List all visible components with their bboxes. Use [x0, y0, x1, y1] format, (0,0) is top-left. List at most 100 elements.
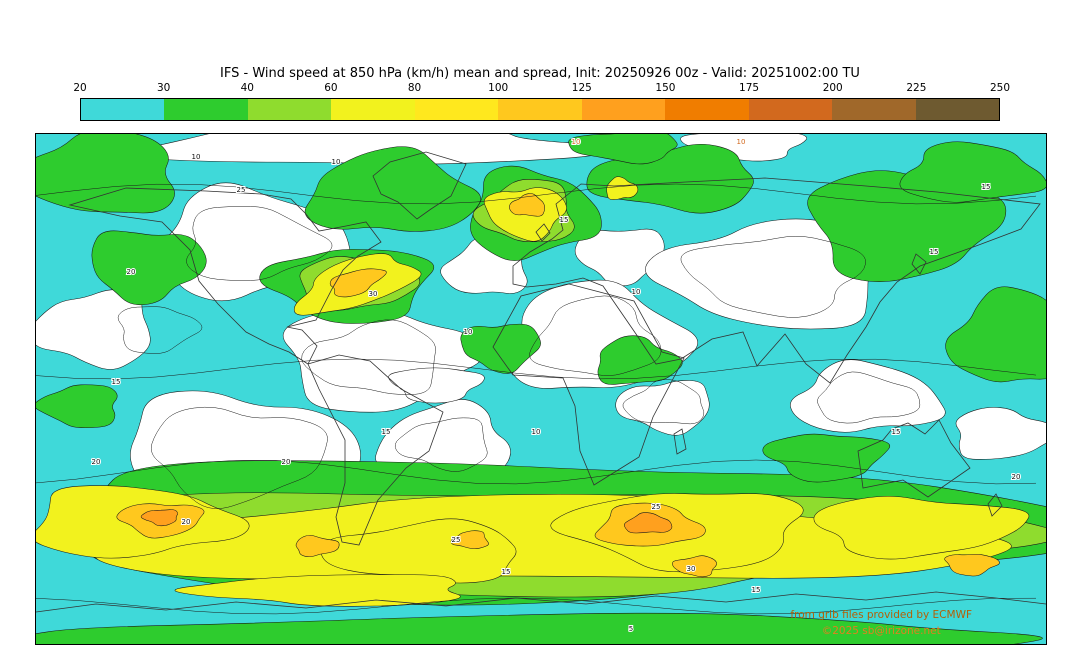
wind-field-blob	[36, 612, 1043, 644]
wind-map-svg: 10 25 10 10 10 15 20 30 15 10 15 10 15 20 15 10 20 20 25 30…	[36, 134, 1046, 644]
colorbar-segment	[915, 99, 999, 120]
coastline-britain	[535, 223, 551, 242]
contour-label: 25	[652, 503, 661, 511]
coastline-north-america	[68, 187, 382, 365]
coastline-japan	[911, 253, 927, 275]
contour-label: 20	[1012, 473, 1021, 481]
wind-field-blob	[813, 496, 1030, 560]
colorbar-segment	[832, 99, 916, 120]
wind-field-blob	[568, 134, 678, 165]
contour-label: 10	[464, 328, 473, 336]
wind-field-blob	[615, 380, 710, 436]
attribution-line-copyright: ©2025 sb@irizone.net	[821, 625, 941, 637]
contour-line	[622, 379, 705, 425]
wind-field-blob	[790, 359, 946, 433]
map-panel: 10 25 10 10 10 15 20 30 15 10 15 10 15 20 15 10 20 20 25 30…	[35, 133, 1047, 645]
colorbar-segment	[414, 99, 499, 120]
colorbar-gradient	[80, 98, 1000, 121]
colorbar-segment	[498, 99, 582, 120]
contour-line	[36, 459, 1037, 485]
wind-field-blob	[123, 134, 611, 165]
wind-field-blob	[450, 530, 489, 550]
contour-label: 25	[237, 186, 246, 194]
contour-line	[529, 295, 662, 376]
colorbar-segment	[164, 99, 248, 120]
coastline-africa	[492, 283, 685, 486]
contour-label: 5	[629, 625, 633, 633]
contour-label: 20	[127, 268, 136, 276]
colorbar-segment	[331, 99, 415, 120]
contour-label: 30	[369, 290, 378, 298]
contour-line	[817, 371, 921, 424]
coastline-antarctica	[36, 591, 1046, 613]
coastline-australia	[857, 419, 971, 498]
wind-field-blob	[509, 193, 546, 217]
colorbar-tick-label: 225	[906, 82, 927, 94]
wind-field-blob	[329, 268, 387, 298]
wind-field-blob	[36, 384, 118, 429]
wind-field-blob	[388, 367, 485, 404]
contour-line	[36, 597, 1037, 615]
wind-field-blob	[672, 555, 717, 578]
wind-field-blob	[295, 534, 340, 558]
colorbar-tick-label: 100	[488, 82, 509, 94]
colorbar-tick-label: 175	[739, 82, 760, 94]
colorbar-segment	[581, 99, 666, 120]
contour-label: 20	[282, 458, 291, 466]
chart-title: IFS - Wind speed at 850 hPa (km/h) mean …	[220, 66, 860, 81]
contour-label: 15	[112, 378, 121, 386]
contour-label: 15	[502, 568, 511, 576]
wind-field-blob	[945, 286, 1046, 383]
contour-label: 10	[632, 288, 641, 296]
wind-field-blob	[597, 335, 683, 385]
colorbar-segment	[81, 99, 165, 120]
colorbar-tick-label: 60	[324, 82, 338, 94]
contour-label: 10	[332, 158, 341, 166]
colorbar-tick-label: 80	[407, 82, 422, 94]
contour-label: 25	[452, 536, 461, 544]
wind-field-blob	[174, 574, 461, 607]
contour-label: 10	[192, 153, 201, 161]
coastline-eurasia	[512, 177, 1041, 384]
colorbar-segment	[748, 99, 833, 120]
attribution-line-ecmwf: from grib files provided by ECMWF	[790, 609, 972, 621]
contour-line	[301, 319, 436, 395]
contour-line	[680, 236, 866, 318]
wind-field-blob	[460, 323, 541, 374]
contour-label: 10	[572, 138, 581, 146]
contour-label: 10	[737, 138, 746, 146]
contour-label: 15	[982, 183, 991, 191]
contour-line	[394, 417, 488, 472]
contour-line	[150, 406, 328, 509]
contour-label: 20	[92, 458, 101, 466]
colorbar-tick-label: 20	[73, 82, 87, 94]
contour-label: 15	[382, 428, 391, 436]
contour-label: 15	[892, 428, 901, 436]
colorbar-segment	[247, 99, 332, 120]
coastline-south-america	[307, 354, 444, 546]
wind-field-blob	[140, 509, 178, 527]
wind-field-blob	[944, 553, 1000, 577]
wind-field-blob	[955, 407, 1046, 460]
wind-field-blob	[624, 512, 673, 534]
contour-label: 15	[752, 586, 761, 594]
colorbar-tick-label: 250	[989, 82, 1011, 94]
coastline-new-zealand	[987, 493, 1003, 517]
wind-field-blob	[91, 230, 207, 306]
contour-label: 20	[182, 518, 191, 526]
contour-line	[36, 183, 1037, 205]
attribution: from grib files provided by ECMWF ©2025 …	[790, 607, 972, 639]
coastline-madagascar	[673, 428, 687, 455]
contour-label: 15	[930, 248, 939, 256]
colorbar-tick-label: 125	[571, 82, 592, 94]
wind-field-blob	[304, 146, 482, 232]
wind-field-blob	[574, 228, 665, 287]
contour-line	[36, 358, 1037, 380]
coastline-greenland	[372, 151, 467, 220]
contour-line	[186, 206, 333, 281]
wind-field-blob	[606, 176, 639, 200]
colorbar-tick-label: 200	[822, 82, 843, 94]
colorbar-ticks: 20 30 40 60 80 100 125 150 175 200 225 250	[73, 82, 1010, 96]
wind-field-blob	[762, 433, 891, 483]
